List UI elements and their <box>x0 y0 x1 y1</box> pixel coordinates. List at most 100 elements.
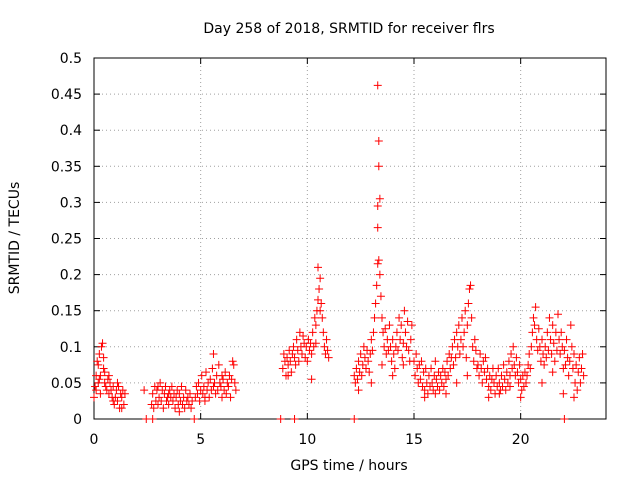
data-point <box>400 307 408 315</box>
data-point <box>199 390 207 398</box>
data-point <box>412 350 420 358</box>
data-point <box>351 379 359 387</box>
y-tick-label: 0.05 <box>51 376 82 392</box>
data-point <box>119 386 127 394</box>
data-point <box>312 339 320 347</box>
data-point <box>397 321 405 329</box>
data-point <box>453 379 461 387</box>
y-tick-label: 0 <box>73 412 82 428</box>
data-point <box>557 328 565 336</box>
x-tick-label: 15 <box>405 432 423 448</box>
data-point <box>375 137 383 145</box>
data-point <box>232 386 240 394</box>
data-point <box>452 354 460 362</box>
data-point <box>471 336 479 344</box>
y-axis-label: SRMTID / TECUs <box>7 182 23 295</box>
data-point <box>277 415 285 423</box>
data-point <box>182 386 190 394</box>
data-point <box>427 364 435 372</box>
data-point <box>560 415 568 423</box>
data-point <box>304 336 312 344</box>
data-point <box>543 328 551 336</box>
data-point <box>369 328 377 336</box>
data-point <box>100 364 108 372</box>
data-point <box>358 372 366 380</box>
data-point <box>350 415 358 423</box>
data-point <box>168 383 176 391</box>
data-point <box>549 368 557 376</box>
data-point <box>177 383 185 391</box>
data-point <box>227 393 235 401</box>
data-point <box>315 285 323 293</box>
data-point <box>411 372 419 380</box>
data-point <box>113 379 121 387</box>
data-point <box>389 336 397 344</box>
data-point <box>289 343 297 351</box>
data-point <box>166 386 174 394</box>
data-point <box>462 354 470 362</box>
data-point <box>436 386 444 394</box>
data-point <box>389 372 397 380</box>
data-point <box>468 314 476 322</box>
data-point <box>525 350 533 358</box>
data-point <box>478 379 486 387</box>
data-point <box>224 383 232 391</box>
data-point <box>495 390 503 398</box>
data-point <box>367 379 375 387</box>
y-tick-label: 0.35 <box>51 159 82 175</box>
data-point <box>368 346 376 354</box>
data-point <box>195 379 203 387</box>
data-point <box>476 350 484 358</box>
data-point <box>437 372 445 380</box>
data-point <box>568 343 576 351</box>
data-point <box>101 368 109 376</box>
data-point <box>357 350 365 358</box>
data-point <box>293 336 301 344</box>
data-point <box>534 346 542 354</box>
data-point <box>222 390 230 398</box>
data-point <box>485 393 493 401</box>
data-point <box>374 81 382 89</box>
data-point <box>508 364 516 372</box>
data-point <box>99 339 107 347</box>
data-point <box>408 321 416 329</box>
data-point <box>459 343 467 351</box>
data-point <box>374 202 382 210</box>
data-point <box>303 357 311 365</box>
data-point <box>230 361 238 369</box>
data-point <box>570 393 578 401</box>
data-point <box>392 343 400 351</box>
data-point <box>355 386 363 394</box>
data-point <box>405 346 413 354</box>
data-point <box>413 364 421 372</box>
scatter-chart: Day 258 of 2018, SRMTID for receiver flr… <box>0 0 640 480</box>
data-point <box>378 361 386 369</box>
data-point <box>507 350 515 358</box>
data-point <box>576 379 584 387</box>
data-point <box>564 354 572 362</box>
data-point <box>318 314 326 322</box>
chart-title: Day 258 of 2018, SRMTID for receiver flr… <box>203 21 494 37</box>
y-tick-label: 0.2 <box>60 268 82 284</box>
data-point <box>506 383 514 391</box>
data-point <box>388 357 396 365</box>
data-point <box>538 379 546 387</box>
data-point <box>186 390 194 398</box>
data-point <box>165 401 173 409</box>
data-point <box>512 354 520 362</box>
data-point <box>457 336 465 344</box>
data-point <box>563 336 571 344</box>
data-point <box>559 364 567 372</box>
data-point <box>419 383 427 391</box>
data-point <box>464 299 472 307</box>
data-point <box>398 354 406 362</box>
data-point <box>314 263 322 271</box>
data-point <box>442 390 450 398</box>
data-point <box>97 343 105 351</box>
data-point <box>378 314 386 322</box>
x-axis-tick-labels: 0 5 10 15 20 <box>90 432 530 448</box>
data-point <box>475 372 483 380</box>
data-point <box>140 386 148 394</box>
data-point <box>118 404 126 412</box>
data-point <box>494 364 502 372</box>
